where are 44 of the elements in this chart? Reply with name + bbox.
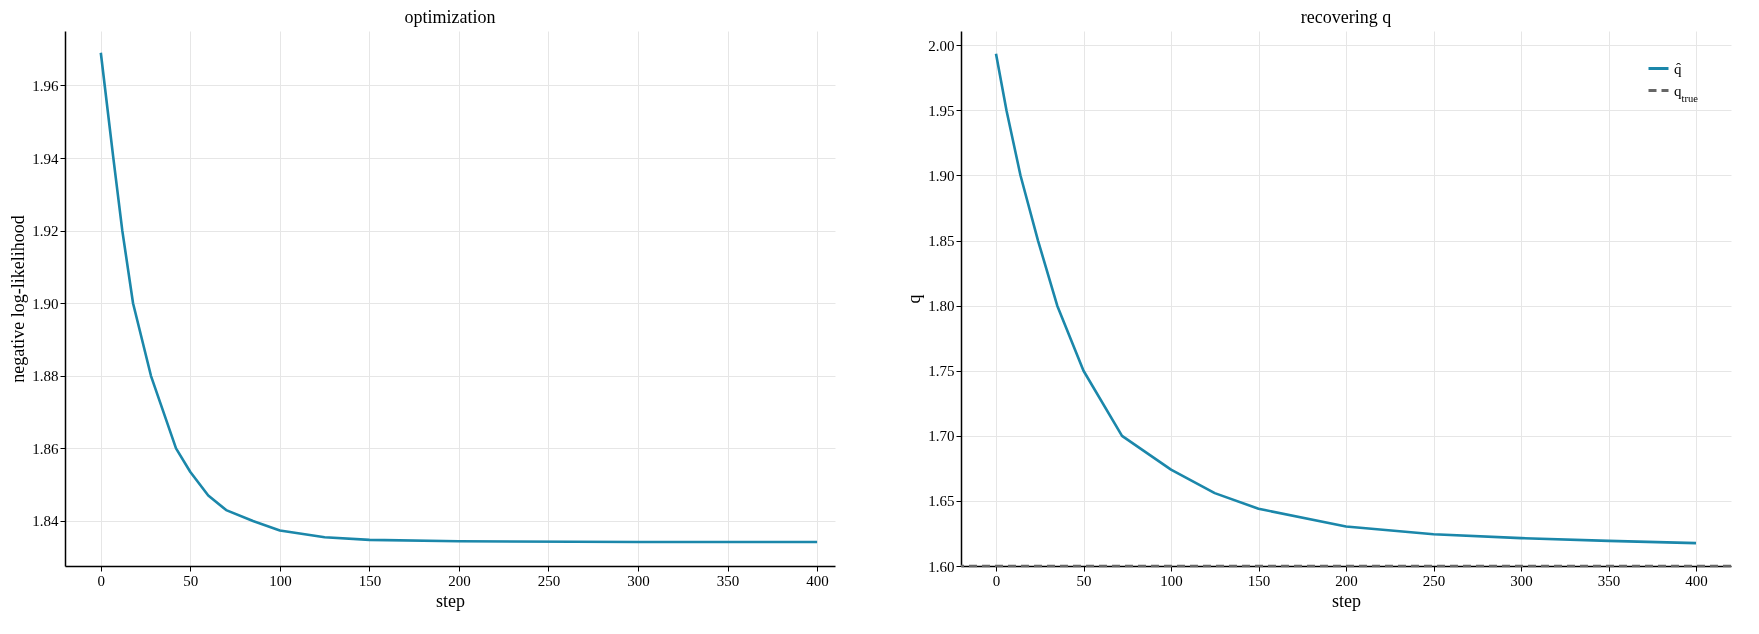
x-tick-label: 300 [1510, 572, 1533, 589]
x-tick-label: 0 [992, 572, 1001, 589]
y-tick-label: 1.84 [32, 513, 59, 530]
y-tick-label: 1.95 [928, 102, 955, 119]
x-tick-label: 350 [716, 572, 740, 589]
chart-title: recovering q [1300, 7, 1392, 27]
x-tick-label: 200 [448, 572, 471, 589]
y-tick-label: 1.90 [928, 167, 955, 184]
x-axis-title: step [436, 590, 465, 611]
x-tick-label: 50 [1076, 572, 1092, 589]
y-tick-label: 2.00 [928, 37, 955, 54]
x-tick-label: 150 [358, 572, 382, 589]
y-tick-label: 1.70 [928, 428, 955, 445]
y-tick-label: 1.94 [32, 150, 59, 167]
y-tick-label: 1.65 [928, 493, 955, 510]
line-series [99, 51, 819, 544]
x-tick-label: 400 [806, 572, 829, 589]
x-tick-label: 350 [1597, 572, 1621, 589]
y-tick-label: 1.75 [928, 363, 955, 380]
legend-label: q̂ [1674, 60, 1682, 77]
y-tick-label: 1.96 [32, 77, 59, 94]
x-tick-label: 100 [269, 572, 292, 589]
x-tick-label: 250 [537, 572, 561, 589]
y-tick-label: 1.80 [928, 298, 955, 315]
x-tick-label: 150 [1247, 572, 1271, 589]
x-tick-label: 400 [1685, 572, 1708, 589]
legend-label: q$_{true}$ [1674, 82, 1699, 103]
y-tick-label: 1.85 [928, 233, 955, 250]
x-tick-label: 300 [627, 572, 650, 589]
x-axis-title: step [1332, 590, 1361, 611]
x-tick-label: 100 [1160, 572, 1183, 589]
y-tick-label: 1.90 [32, 295, 59, 312]
line-series [994, 52, 1698, 545]
y-tick-label: 1.92 [32, 223, 59, 240]
y-tick-label: 1.88 [32, 368, 59, 385]
x-tick-label: 200 [1335, 572, 1358, 589]
x-tick-label: 250 [1422, 572, 1446, 589]
x-tick-label: 50 [183, 572, 199, 589]
y-axis-title: negative log-likelihood [8, 215, 29, 383]
y-axis-title: q [904, 294, 925, 304]
x-tick-label: 0 [97, 572, 106, 589]
chart-title: optimization [404, 7, 496, 27]
y-tick-label: 1.86 [32, 440, 59, 457]
y-tick-label: 1.60 [928, 558, 955, 575]
